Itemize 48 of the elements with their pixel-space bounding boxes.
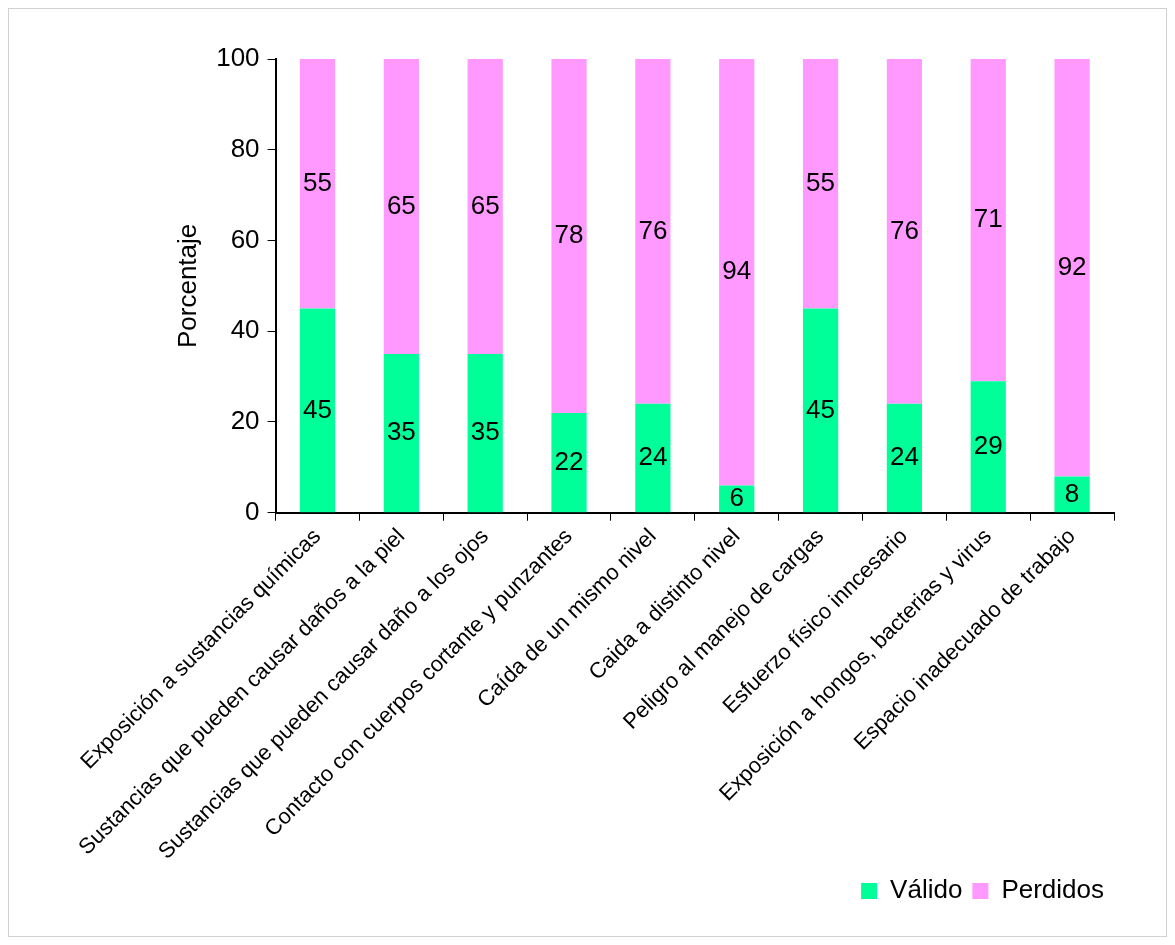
y-tick-label: 80 xyxy=(230,132,260,163)
bar xyxy=(719,59,755,486)
bar xyxy=(802,59,839,309)
data-label: 22 xyxy=(554,445,584,476)
bar xyxy=(1054,59,1090,477)
data-label: 65 xyxy=(386,189,416,220)
data-label: 35 xyxy=(470,416,500,447)
bar xyxy=(1054,476,1090,513)
bar xyxy=(299,59,336,309)
y-tick-label: 100 xyxy=(216,42,260,73)
bar xyxy=(551,59,587,413)
bar xyxy=(970,381,1006,513)
bar xyxy=(383,353,419,513)
data-label: 78 xyxy=(554,219,584,250)
y-tick-label: 40 xyxy=(230,314,260,345)
data-label: 24 xyxy=(889,441,919,472)
bar xyxy=(299,308,336,513)
y-tick-label: 60 xyxy=(230,223,260,254)
y-tick-label: 0 xyxy=(245,495,260,526)
data-label: 65 xyxy=(470,189,500,220)
bar xyxy=(886,403,922,513)
bar xyxy=(886,59,922,404)
bar xyxy=(467,59,503,354)
bar xyxy=(970,59,1006,382)
legend-label: Válido xyxy=(890,874,963,905)
bar xyxy=(383,59,419,354)
data-label: 24 xyxy=(638,441,668,472)
y-tick-label: 20 xyxy=(230,405,260,436)
data-label: 94 xyxy=(722,255,752,286)
data-label: 92 xyxy=(1057,250,1087,281)
data-label: 71 xyxy=(973,203,1003,234)
bar xyxy=(802,308,839,513)
legend-label: Perdidos xyxy=(1001,874,1105,905)
data-label: 45 xyxy=(806,393,836,424)
data-label: 55 xyxy=(806,166,836,197)
bar xyxy=(551,412,587,513)
data-label: 45 xyxy=(303,393,332,424)
data-label: 55 xyxy=(303,166,332,197)
bar xyxy=(635,59,671,404)
data-label: 6 xyxy=(729,482,744,513)
data-label: 35 xyxy=(386,416,416,447)
data-label: 76 xyxy=(638,214,668,245)
y-axis-title: Porcentaje xyxy=(171,223,202,349)
data-label: 29 xyxy=(973,429,1003,460)
bar xyxy=(467,353,503,513)
data-label: 8 xyxy=(1064,477,1080,508)
data-label: 76 xyxy=(889,214,919,245)
bar xyxy=(635,403,671,513)
